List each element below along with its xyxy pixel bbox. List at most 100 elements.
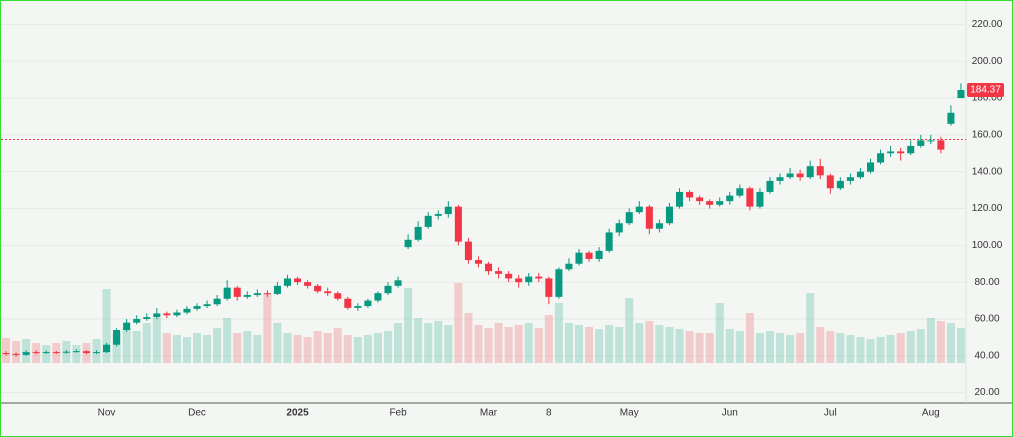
volume-bar	[122, 328, 131, 363]
volume-bar	[223, 318, 232, 363]
candle-body	[294, 278, 302, 283]
y-tick-label: 180.00	[972, 93, 1003, 104]
candle-body	[877, 153, 885, 163]
volume-bar	[776, 333, 785, 363]
volume-bar	[363, 335, 372, 363]
volume-bar	[313, 331, 322, 363]
volume-bar	[786, 335, 795, 363]
candle-body	[645, 206, 653, 229]
y-tick-label: 100.00	[972, 240, 1003, 251]
candle-body	[233, 287, 241, 297]
volume-bar	[253, 335, 262, 363]
volume-bar	[504, 327, 513, 363]
candle-body	[887, 151, 895, 154]
volume-bar	[273, 323, 282, 363]
candle-body	[907, 145, 915, 154]
volume-bar	[695, 333, 704, 363]
volume-bar	[394, 323, 403, 363]
volume-bar	[816, 327, 825, 363]
candle-body	[806, 166, 814, 178]
volume-bar	[745, 313, 754, 363]
candle-body	[314, 285, 322, 292]
candle-body	[474, 260, 482, 264]
volume-bar	[182, 337, 191, 363]
candle-body	[434, 214, 442, 216]
candle-body	[917, 140, 925, 146]
candle-body	[575, 252, 583, 264]
volume-bar	[434, 321, 443, 363]
volume-bar	[303, 337, 312, 363]
candle-body	[183, 308, 191, 313]
volume-bar	[323, 333, 332, 363]
volume-bar	[12, 341, 21, 363]
volume-bar	[534, 328, 543, 363]
x-tick-label: Jun	[722, 408, 738, 419]
volume-bar	[192, 333, 202, 363]
volume-bar	[896, 333, 905, 363]
volume-bar	[615, 327, 624, 363]
candle-body	[123, 322, 131, 330]
volume-bar	[595, 329, 604, 363]
candle-body	[957, 90, 965, 99]
volume-bar	[162, 333, 171, 363]
candle-body	[615, 223, 623, 233]
volume-bar	[926, 318, 935, 363]
candle-body	[605, 232, 613, 251]
candle-body	[324, 291, 332, 294]
candle-body	[334, 293, 342, 299]
volume-bar	[585, 327, 594, 363]
candle-body	[2, 353, 10, 355]
candle-body	[675, 191, 684, 207]
volume-bar	[655, 325, 664, 363]
candle-body	[937, 140, 945, 150]
candle-body	[736, 188, 744, 196]
volume-bar	[414, 318, 423, 363]
volume-bar	[554, 303, 563, 363]
candle-body	[686, 191, 694, 198]
volume-bar	[796, 333, 805, 363]
volume-bar	[574, 325, 584, 363]
volume-bar	[172, 335, 181, 363]
candle-body	[22, 352, 30, 355]
candle-body	[344, 298, 352, 308]
volume-bar	[936, 321, 945, 363]
candle-body	[364, 300, 372, 307]
volume-bar	[42, 345, 51, 363]
candle-body	[12, 353, 20, 355]
candle-body	[304, 282, 312, 286]
volume-bar	[635, 323, 644, 363]
volume-bar	[142, 323, 151, 363]
volume-bar	[233, 333, 242, 363]
candle-body	[535, 276, 543, 279]
y-tick-label: 20.00	[974, 387, 999, 398]
candle-body	[525, 276, 533, 283]
volume-bar	[404, 288, 413, 363]
volume-bar	[484, 328, 493, 363]
candle-body	[384, 285, 392, 294]
volume-bar	[685, 331, 694, 363]
candle-body	[776, 177, 784, 181]
candle-body	[243, 295, 251, 297]
volume-bar	[474, 325, 483, 363]
volume-bar	[72, 345, 81, 363]
candle-body	[635, 206, 643, 213]
candle-body	[82, 351, 90, 354]
volume-bar	[514, 325, 523, 363]
volume-bar	[152, 318, 161, 363]
volume-bar	[343, 335, 352, 363]
candle-body	[193, 306, 201, 309]
x-tick-label: 8	[546, 408, 552, 419]
volume-bar	[735, 331, 744, 363]
volume-bar	[675, 329, 684, 363]
volume-bar	[373, 333, 382, 363]
volume-bar	[826, 331, 835, 363]
price-label: 184.37	[970, 85, 1001, 96]
y-tick-label: 120.00	[972, 203, 1003, 214]
candle-body	[766, 180, 774, 192]
candle-body	[485, 263, 493, 272]
volume-bar	[946, 323, 955, 363]
candle-body	[655, 223, 663, 229]
candle-body	[444, 206, 452, 215]
